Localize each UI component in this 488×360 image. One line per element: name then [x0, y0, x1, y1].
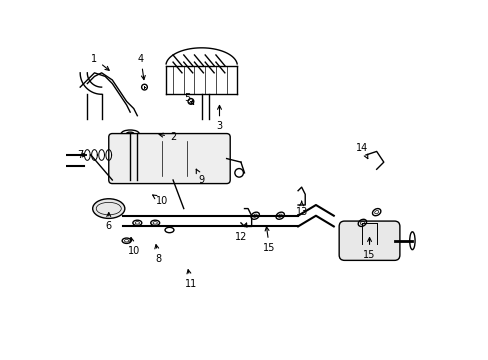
Text: 14: 14	[356, 143, 368, 159]
Text: 13: 13	[295, 201, 307, 217]
Text: 4: 4	[138, 54, 145, 80]
Ellipse shape	[93, 199, 124, 219]
Text: 10: 10	[152, 195, 168, 206]
FancyBboxPatch shape	[108, 134, 230, 184]
Text: 7: 7	[77, 150, 86, 160]
Text: 6: 6	[105, 213, 112, 231]
Text: 1: 1	[91, 54, 109, 70]
Text: 12: 12	[234, 223, 246, 242]
Text: 2: 2	[159, 132, 176, 142]
FancyBboxPatch shape	[339, 221, 399, 260]
Text: 11: 11	[184, 270, 197, 289]
Text: 9: 9	[196, 169, 204, 185]
Text: 15: 15	[263, 227, 275, 253]
Text: 15: 15	[363, 238, 375, 260]
Text: 8: 8	[155, 245, 162, 264]
Text: 10: 10	[127, 238, 140, 256]
Text: 5: 5	[184, 93, 193, 104]
Text: 3: 3	[216, 105, 222, 131]
